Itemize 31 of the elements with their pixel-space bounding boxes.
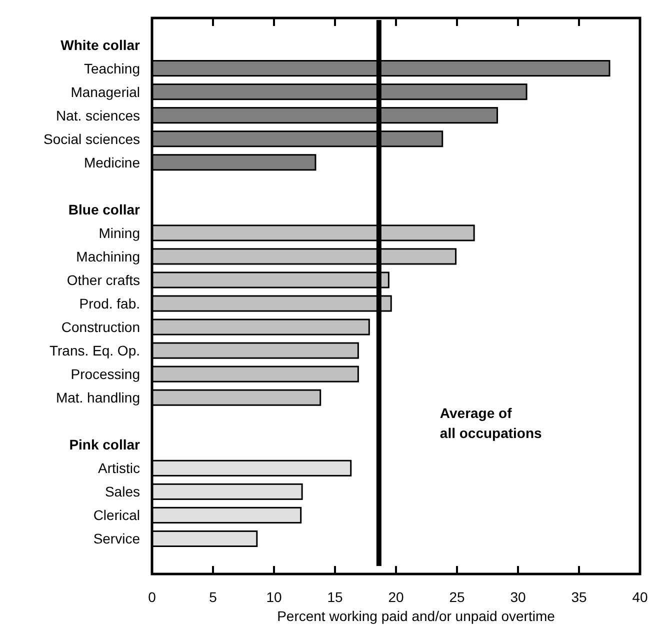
y-tick-label: Construction xyxy=(61,319,140,336)
ref-line-label: Average of all occupations xyxy=(440,405,542,441)
y-tick-label: Sales xyxy=(104,484,140,500)
y-tick-label: Medicine xyxy=(84,154,140,170)
x-tick-label: 5 xyxy=(209,589,218,605)
y-tick-label: Teaching xyxy=(84,60,140,76)
y-tick-label: Social sciences xyxy=(44,130,140,147)
x-tick-label: 35 xyxy=(571,589,587,605)
y-tick-label: Pink collar xyxy=(69,436,141,453)
x-tick-label: 30 xyxy=(510,589,526,605)
x-tick-label: 0 xyxy=(148,589,156,605)
x-tick-label: 40 xyxy=(632,589,648,605)
y-tick-label: White collar xyxy=(60,36,141,53)
y-tick-label: Trans. Eq. Op. xyxy=(49,342,140,359)
x-tick-label: 10 xyxy=(266,589,282,605)
y-tick-label: Clerical xyxy=(93,507,140,524)
y-tick-label: Service xyxy=(93,530,140,547)
y-tick-label: Managerial xyxy=(70,84,140,100)
y-tick-label: Machining xyxy=(76,248,140,264)
x-tick-label: 25 xyxy=(449,589,465,605)
y-tick-label: Prod. fab. xyxy=(79,296,140,312)
y-tick-label: Other crafts xyxy=(66,272,140,288)
y-tick-label: Artistic xyxy=(98,460,140,476)
x-tick-label: 20 xyxy=(388,589,404,605)
x-axis-title: Percent working paid and/or unpaid overtime xyxy=(277,608,556,624)
y-tick-label: Nat. sciences xyxy=(56,107,140,124)
y-tick-label: Blue collar xyxy=(68,201,141,218)
x-tick-label: 15 xyxy=(327,589,343,605)
y-tick-label: Processing xyxy=(70,366,140,382)
y-tick-label: Mining xyxy=(98,224,140,241)
y-tick-label: Mat. handling xyxy=(56,390,140,406)
